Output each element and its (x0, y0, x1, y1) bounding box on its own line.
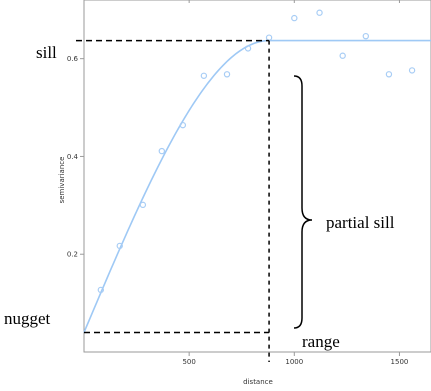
data-point (244, 45, 252, 52)
x-tick-label-1500: 1500 (391, 358, 409, 366)
data-point (223, 71, 231, 78)
y-tick-label-0.2: 0.2 (67, 251, 78, 259)
y-axis-title: semivariance (58, 157, 66, 204)
data-point (339, 52, 346, 59)
axis-ticks: 500 1000 1500 0.2 0.4 0.6 (67, 0, 409, 366)
plot-frame (83, 0, 431, 353)
y-tick-label-0.6: 0.6 (67, 55, 79, 63)
data-point (385, 71, 393, 78)
data-point (316, 9, 323, 16)
sill-label: sill (36, 43, 57, 62)
data-point (200, 72, 208, 79)
data-point (158, 147, 166, 155)
partial-sill-brace (293, 75, 313, 329)
y-tick-label-0.4: 0.4 (67, 153, 79, 161)
data-point (362, 32, 370, 40)
x-axis-title: distance (243, 378, 273, 386)
model-curve-layer (83, 39, 431, 333)
data-point (97, 286, 105, 294)
annotation-lines (76, 39, 270, 362)
nugget-label: nugget (4, 309, 51, 328)
range-label: range (302, 332, 340, 351)
x-tick-label-1000: 1000 (285, 358, 303, 366)
data-point (179, 121, 187, 129)
data-point (408, 67, 416, 74)
partial-sill-label: partial sill (326, 213, 395, 232)
data-points-layer (97, 9, 416, 294)
data-point (116, 242, 123, 250)
data-point (139, 201, 147, 209)
x-tick-label-500: 500 (182, 358, 195, 366)
model-curve (83, 39, 431, 333)
data-point (265, 34, 273, 41)
data-point (291, 14, 298, 22)
